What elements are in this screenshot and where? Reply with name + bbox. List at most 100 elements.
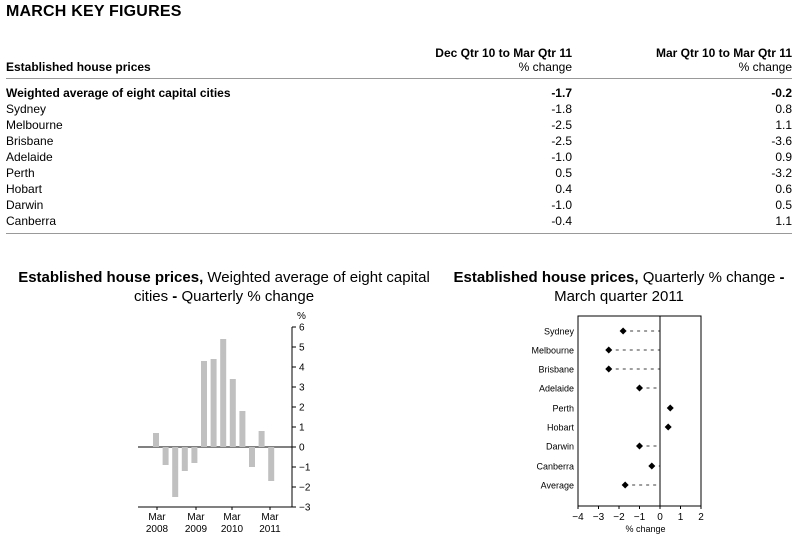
x-tick-label-bottom: 2011 — [259, 524, 281, 535]
y-axis-label: % — [297, 311, 306, 322]
col2-value: -3.2 — [771, 166, 792, 180]
col2-value: -0.2 — [771, 86, 792, 100]
table-row: Weighted average of eight capital cities… — [6, 85, 792, 101]
col2-header: Mar Qtr 10 to Mar Qtr 11 % change — [572, 38, 792, 79]
bar — [220, 339, 227, 447]
row-label: Adelaide — [6, 150, 53, 164]
col1-value: -1.7 — [551, 86, 572, 100]
bar — [201, 361, 207, 447]
category-label: Adelaide — [539, 384, 574, 394]
x-tick-label-bottom: 2010 — [221, 524, 244, 535]
category-label: Sydney — [544, 327, 575, 337]
data-point — [605, 346, 613, 354]
data-point — [605, 365, 613, 373]
page-title: MARCH KEY FIGURES — [6, 3, 182, 20]
x-tick-label-bottom: 2008 — [146, 524, 169, 535]
x-tick-label: −4 — [572, 512, 584, 523]
bar — [229, 379, 236, 447]
col1-value: 0.4 — [555, 182, 572, 196]
chart1-title: Established house prices, Weighted avera… — [18, 269, 430, 305]
col2-title: Mar Qtr 10 to Mar Qtr 11 — [655, 46, 792, 60]
data-point — [619, 327, 627, 335]
x-tick-label-bottom: 2009 — [185, 524, 208, 535]
col2-value: 1.1 — [775, 118, 792, 132]
col2-value: 0.6 — [775, 182, 792, 196]
y-tick-label: 4 — [299, 363, 305, 374]
col1-value: -1.0 — [551, 150, 572, 164]
y-tick-label: 2 — [299, 403, 305, 414]
data-point — [648, 462, 656, 470]
col1-value: -2.5 — [551, 134, 572, 148]
table-body: Weighted average of eight capital cities… — [6, 85, 792, 234]
x-tick-label: −2 — [613, 512, 625, 523]
bar — [162, 447, 169, 465]
col1-value: -2.5 — [551, 118, 572, 132]
row-label: Brisbane — [6, 134, 54, 148]
col2-value: 0.8 — [775, 102, 792, 116]
col1-subtitle: % change — [518, 60, 572, 74]
y-tick-label: 1 — [299, 423, 305, 434]
x-tick-label-top: Mar — [261, 512, 279, 523]
row-label: Sydney — [6, 102, 47, 116]
category-label: Canberra — [536, 462, 574, 472]
y-tick-label: −1 — [299, 463, 311, 474]
col2-subtitle: % change — [738, 60, 792, 74]
row-label: Canberra — [6, 213, 306, 234]
x-tick-label: 1 — [678, 512, 684, 523]
x-axis-label: % change — [625, 524, 665, 534]
chart2-title: Established house prices, Quarterly % ch… — [453, 269, 785, 305]
y-tick-label: 6 — [299, 323, 305, 334]
bar — [181, 447, 188, 471]
y-tick-label: 5 — [299, 343, 305, 354]
table-row: Adelaide -1.0 0.9 — [6, 149, 792, 165]
row-label-header: Established house prices — [6, 38, 306, 79]
col1-title: Dec Qtr 10 to Mar Qtr 11 — [435, 46, 572, 60]
table-row: Canberra -0.4 1.1 — [6, 213, 792, 234]
col2-value: 1.1 — [572, 213, 792, 234]
table-row: Hobart 0.4 0.6 — [6, 181, 792, 197]
col2-value: -3.6 — [771, 134, 792, 148]
x-tick-label-top: Mar — [223, 512, 241, 523]
col1-value: -1.0 — [551, 198, 572, 212]
col1-value: -0.4 — [306, 213, 572, 234]
data-point — [664, 423, 672, 431]
bar — [239, 411, 246, 447]
category-label: Darwin — [546, 442, 574, 452]
category-label: Brisbane — [538, 365, 574, 375]
x-tick-label: 0 — [657, 512, 663, 523]
bar — [210, 359, 217, 447]
category-label: Average — [541, 481, 574, 491]
bar — [268, 447, 275, 481]
y-tick-label: −3 — [299, 503, 311, 514]
y-tick-label: 3 — [299, 383, 305, 394]
category-label: Hobart — [547, 423, 575, 433]
category-label: Perth — [552, 404, 574, 414]
x-tick-label: −3 — [593, 512, 605, 523]
x-tick-label-top: Mar — [187, 512, 205, 523]
row-label: Darwin — [6, 198, 44, 212]
bar — [249, 447, 255, 467]
table-row: Melbourne -2.5 1.1 — [6, 117, 792, 133]
table-row: Brisbane -2.5 -3.6 — [6, 133, 792, 149]
table-row: Perth 0.5 -3.2 — [6, 165, 792, 181]
bar — [172, 447, 179, 497]
col2-value: 0.9 — [775, 150, 792, 164]
x-tick-label-top: Mar — [148, 512, 166, 523]
data-point — [636, 442, 643, 450]
table-row: Sydney -1.8 0.8 — [6, 101, 792, 117]
key-figures-table: Established house prices Dec Qtr 10 to M… — [6, 38, 792, 234]
plot-frame — [577, 315, 702, 507]
col1-header: Dec Qtr 10 to Mar Qtr 11 % change — [306, 38, 572, 79]
col1-value: 0.5 — [555, 166, 572, 180]
bar — [153, 433, 159, 447]
row-label: Weighted average of eight capital cities — [6, 86, 231, 100]
col1-value: -1.8 — [551, 102, 572, 116]
bar — [191, 447, 198, 463]
category-label: Melbourne — [531, 346, 574, 356]
bar — [258, 431, 265, 447]
data-point — [621, 481, 629, 489]
row-label: Perth — [6, 166, 35, 180]
table-row: Darwin -1.0 0.5 — [6, 197, 792, 213]
col2-value: 0.5 — [775, 198, 792, 212]
